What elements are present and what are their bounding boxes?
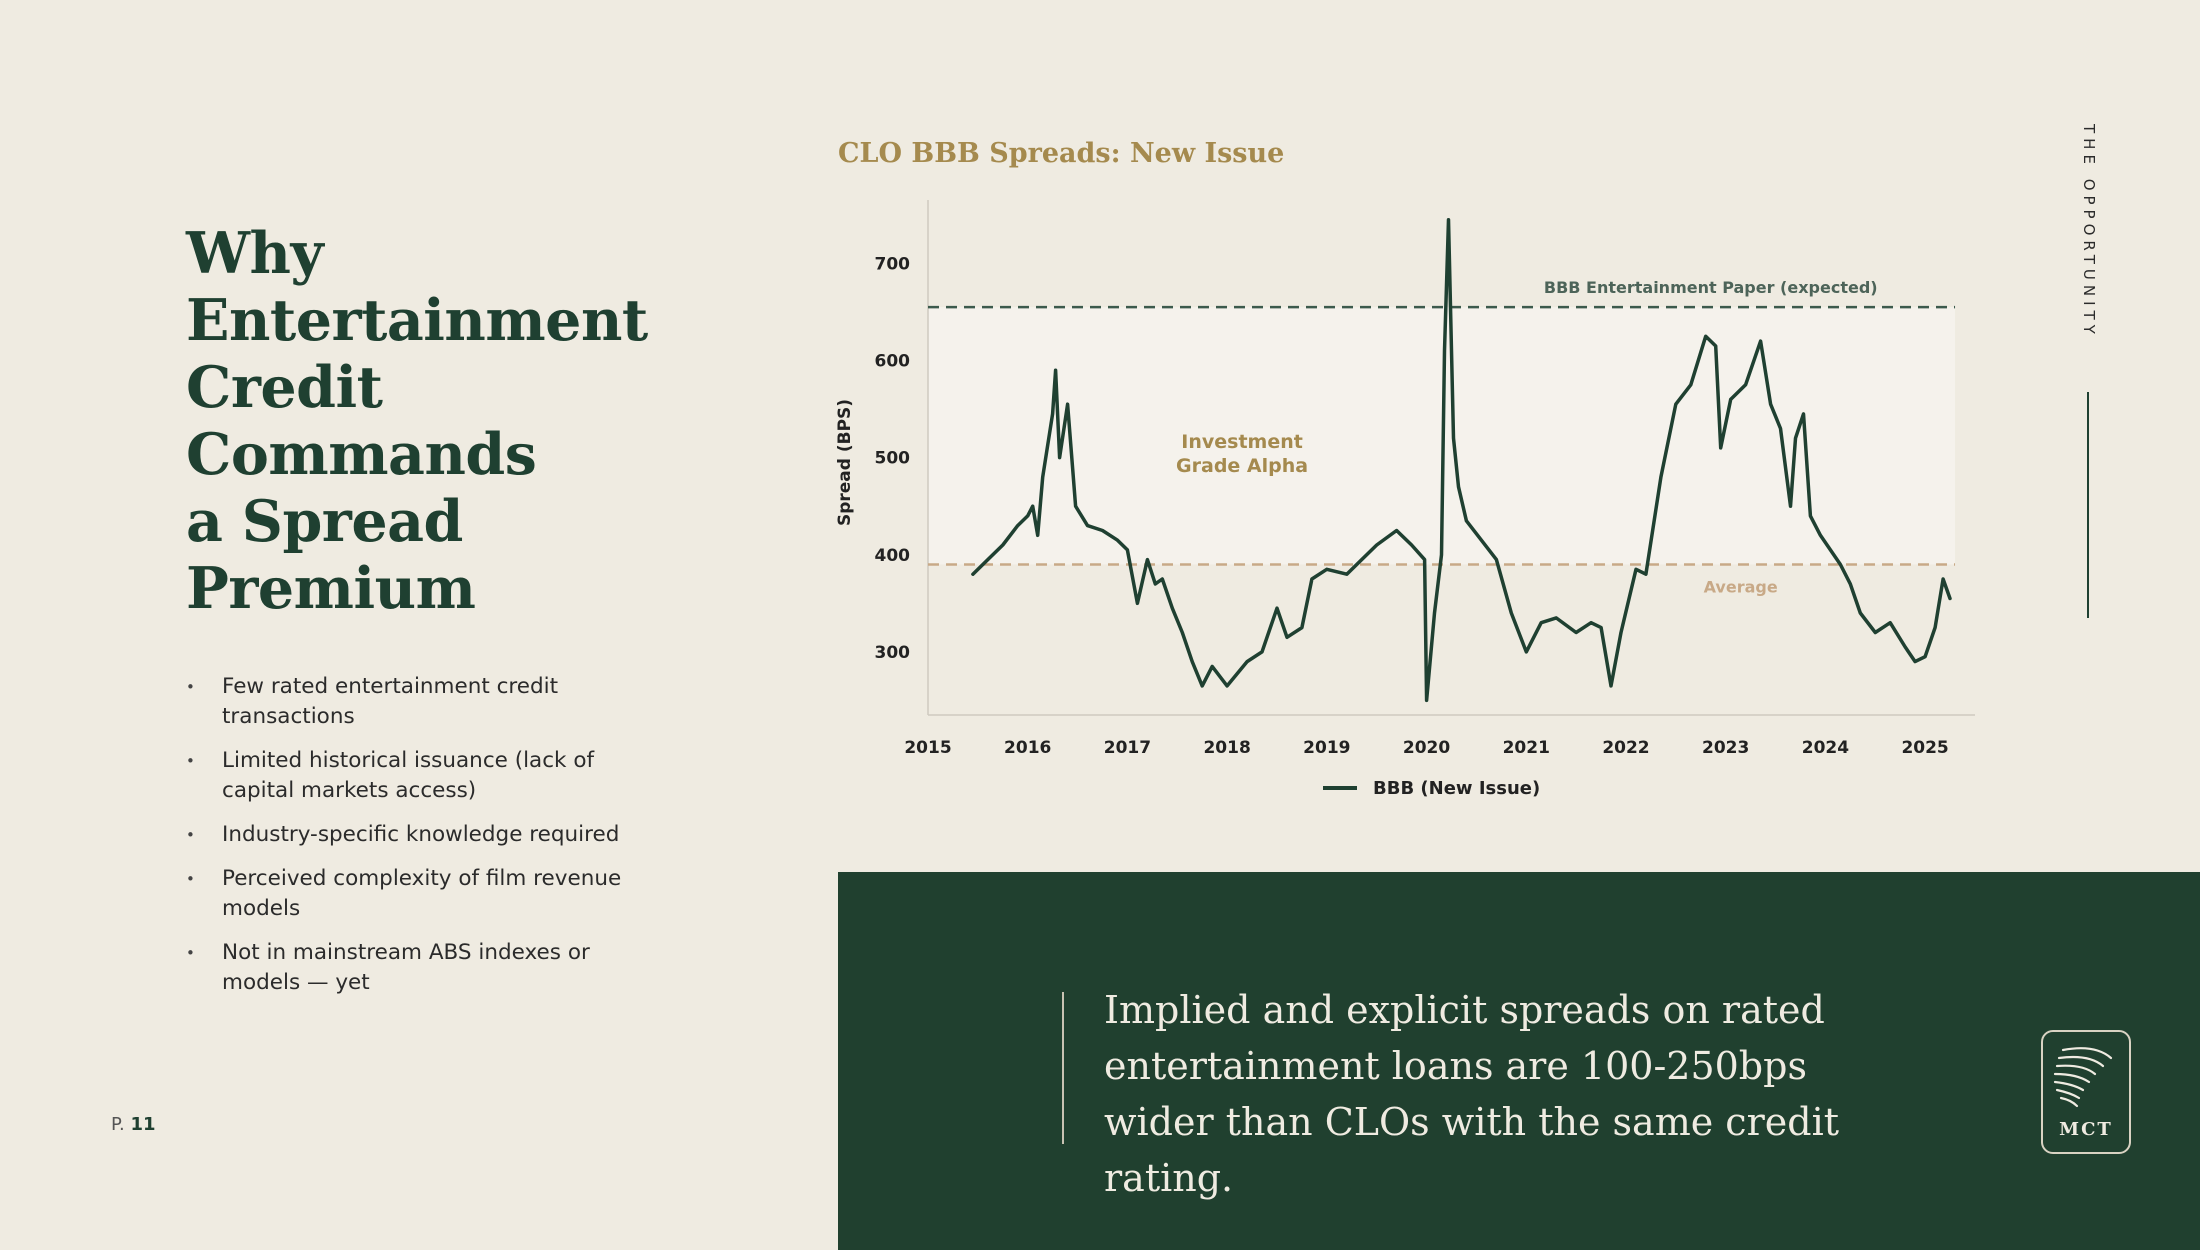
page-prefix: P.: [111, 1114, 125, 1135]
title-line: Premium: [186, 555, 476, 622]
list-item: Few rated entertainment credit transacti…: [180, 672, 640, 732]
logo-text: MCT: [2059, 1119, 2113, 1140]
y-tick-label: 700: [875, 254, 911, 274]
title-line: Commands: [186, 421, 537, 488]
title-line: Entertainment: [186, 287, 648, 354]
quote-divider: [1062, 992, 1064, 1144]
x-tick-label: 2022: [1602, 738, 1649, 758]
y-tick-label: 300: [875, 643, 911, 663]
y-tick-label: 500: [875, 449, 911, 469]
title-line: Why: [186, 220, 324, 287]
list-item: Not in mainstream ABS indexes or models …: [180, 938, 640, 998]
spiral-icon: [2053, 1047, 2113, 1108]
page-title: Why Entertainment Credit Commands a Spre…: [186, 220, 786, 622]
left-column: Why Entertainment Credit Commands a Spre…: [0, 0, 838, 1250]
x-tick-label: 2019: [1303, 738, 1350, 758]
y-tick-label: 600: [875, 352, 911, 372]
summary-quote: Implied and explicit spreads on rated en…: [1104, 988, 1839, 1200]
section-divider: [2087, 392, 2089, 618]
page-number: P. 11: [111, 1114, 156, 1135]
section-label: THE OPPORTUNITY: [2080, 124, 2098, 339]
expected-spread-label: BBB Entertainment Paper (expected): [1544, 278, 1878, 297]
list-item: Perceived complexity of film revenue mod…: [180, 864, 640, 924]
alpha-band-label: Investment: [1181, 431, 1303, 453]
x-tick-label: 2025: [1901, 738, 1948, 758]
x-tick-label: 2017: [1104, 738, 1151, 758]
x-tick-label: 2023: [1702, 738, 1749, 758]
x-tick-label: 2015: [904, 738, 951, 758]
summary-panel: Implied and explicit spreads on rated en…: [838, 872, 2200, 1250]
alpha-band-label: Grade Alpha: [1176, 455, 1308, 477]
average-label: Average: [1704, 577, 1778, 596]
x-tick-label: 2024: [1802, 738, 1849, 758]
y-axis-label: Spread (BPS): [835, 399, 855, 526]
title-line: a Spread: [186, 488, 463, 555]
x-tick-label: 2016: [1004, 738, 1051, 758]
legend-label: BBB (New Issue): [1373, 778, 1540, 799]
x-tick-label: 2020: [1403, 738, 1450, 758]
chart-title: CLO BBB Spreads: New Issue: [838, 138, 1285, 169]
list-item: Industry-specific knowledge required: [180, 820, 640, 850]
series-line-bbb: [971, 217, 1952, 703]
reasons-list: Few rated entertainment credit transacti…: [180, 672, 640, 1012]
x-tick-label: 2021: [1503, 738, 1550, 758]
title-line: Credit: [186, 354, 383, 421]
page-number-value: 11: [130, 1114, 156, 1135]
x-tick-label: 2018: [1203, 738, 1250, 758]
section-label-container: THE OPPORTUNITY: [2072, 124, 2102, 374]
company-logo: MCT: [2041, 1030, 2131, 1154]
list-item: Limited historical issuance (lack of cap…: [180, 746, 640, 806]
y-tick-label: 400: [875, 546, 911, 566]
spread-chart: BBB Entertainment Paper (expected) Averag…: [835, 200, 1975, 799]
